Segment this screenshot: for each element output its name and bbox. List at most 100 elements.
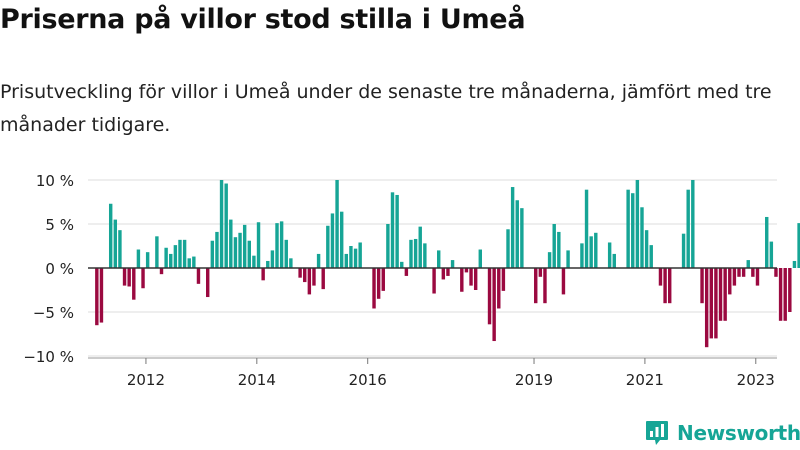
bar <box>400 261 404 268</box>
bar <box>113 219 118 268</box>
bar <box>631 193 635 268</box>
bar <box>289 258 293 268</box>
bar <box>580 243 584 268</box>
bar <box>344 253 349 268</box>
bar <box>515 200 519 268</box>
bar <box>349 246 353 268</box>
bar <box>464 268 469 273</box>
bar <box>686 189 690 268</box>
bar <box>353 248 358 268</box>
bar <box>330 213 335 268</box>
bar <box>594 232 598 268</box>
newsworthy-logo-icon <box>646 421 668 445</box>
bar <box>95 268 99 326</box>
bar <box>543 268 547 304</box>
bar <box>460 268 464 292</box>
brand-name: Newsworthy <box>677 421 800 445</box>
bar <box>718 268 723 321</box>
bar <box>552 224 556 268</box>
bar <box>492 268 496 342</box>
bar <box>788 268 792 312</box>
bar <box>769 241 774 268</box>
bar <box>303 268 307 283</box>
bar <box>589 236 593 268</box>
bar <box>487 268 492 325</box>
bar <box>635 180 640 268</box>
bar <box>709 268 713 339</box>
bar <box>279 221 284 268</box>
bar <box>547 252 552 268</box>
bar <box>270 250 275 268</box>
bar <box>132 268 136 300</box>
bar <box>501 268 506 291</box>
bar <box>229 219 233 268</box>
bar <box>765 216 769 268</box>
bar <box>122 268 127 286</box>
bar <box>649 245 653 268</box>
bar <box>691 180 695 268</box>
bar <box>700 268 704 304</box>
bar <box>607 242 612 268</box>
x-tick-label: 2014 <box>238 371 276 389</box>
x-tick-label: 2023 <box>737 371 775 389</box>
bar <box>469 268 473 286</box>
bar <box>783 268 787 321</box>
bar <box>663 268 667 304</box>
bar <box>136 249 141 268</box>
bar <box>778 268 783 321</box>
x-tick-label: 2012 <box>127 371 165 389</box>
bar <box>658 268 663 286</box>
bar <box>376 268 381 299</box>
bar <box>728 268 732 295</box>
bar <box>723 268 727 321</box>
bar <box>668 268 672 304</box>
bar <box>751 268 755 277</box>
bar <box>307 268 312 295</box>
bar <box>233 237 238 268</box>
bar <box>187 258 191 268</box>
bar <box>247 240 251 268</box>
bar <box>192 256 196 268</box>
bar <box>335 180 339 268</box>
bar <box>446 268 450 276</box>
bar <box>386 224 390 268</box>
bar <box>261 268 265 281</box>
bar <box>266 260 270 268</box>
bar <box>206 268 210 298</box>
bar <box>704 268 709 348</box>
bar-chart: 10 % 5 % 0 % −5 % −10 % 2012 2014 2016 2019 2021… <box>23 172 800 389</box>
bar <box>473 268 478 290</box>
bars <box>95 180 800 348</box>
bar <box>797 223 800 268</box>
bar <box>437 250 441 268</box>
y-tick-label: −10 % <box>23 348 74 366</box>
chart-title: Priserna på villor stod stilla i Umeå <box>0 4 526 35</box>
x-tick-label: 2021 <box>626 371 664 389</box>
bar <box>164 247 168 268</box>
x-tick-label: 2016 <box>349 371 387 389</box>
x-tick-label: 2019 <box>515 371 553 389</box>
bar <box>390 192 395 268</box>
chart-subtitle: Prisutveckling för villor i Umeå under d… <box>0 81 772 136</box>
bar <box>182 239 187 268</box>
bar <box>372 268 376 309</box>
bar <box>644 230 649 268</box>
bar <box>312 268 316 286</box>
bar <box>141 268 145 289</box>
y-axis-ticks: 10 % 5 % 0 % −5 % −10 % <box>23 172 74 366</box>
y-tick-label: −5 % <box>33 304 74 322</box>
bar <box>534 268 538 304</box>
bar <box>538 268 543 277</box>
bar <box>395 194 399 268</box>
bar <box>118 230 122 268</box>
bar <box>358 242 362 268</box>
bar <box>381 268 385 291</box>
bar <box>450 260 455 268</box>
y-tick-label: 0 % <box>45 260 74 278</box>
bar <box>741 268 746 277</box>
y-tick-label: 10 % <box>36 172 74 190</box>
bar <box>640 207 644 268</box>
bar <box>506 229 510 268</box>
bar <box>224 183 228 268</box>
bar <box>173 245 178 268</box>
